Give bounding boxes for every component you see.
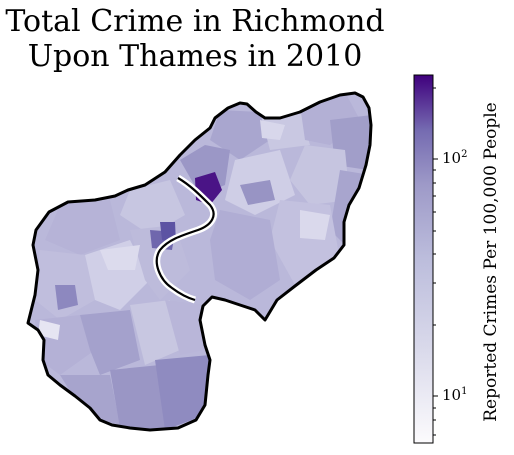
tick-label-10: 101 [442, 386, 468, 404]
colorbar [413, 74, 434, 444]
colorbar-label: Reported Crimes Per 100,000 People [481, 102, 501, 422]
tick-label-100: 102 [442, 149, 468, 167]
river-bank [155, 177, 215, 302]
borough-outline [26, 91, 373, 432]
title-line-2: Upon Thames in 2010 [27, 39, 363, 74]
title-line-1: Total Crime in Richmond [5, 4, 385, 39]
colorbar-ticks [433, 87, 438, 436]
map-title: Total Crime in Richmond Upon Thames in 2… [0, 4, 390, 74]
